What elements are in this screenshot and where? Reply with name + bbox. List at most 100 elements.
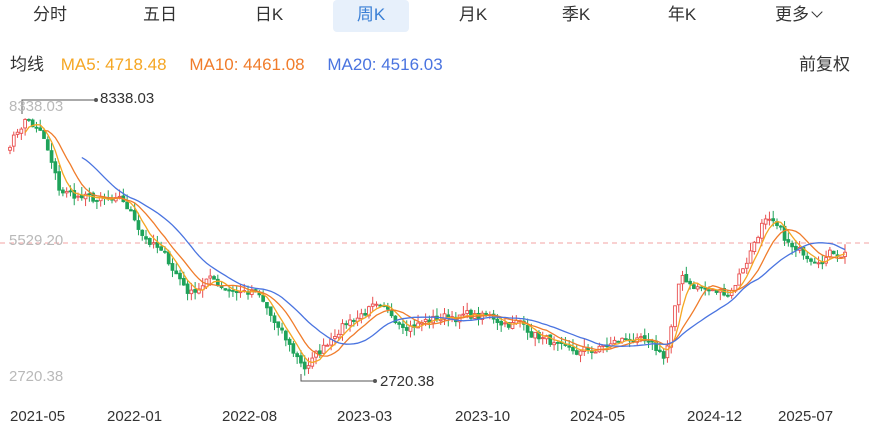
- candle-body: [333, 336, 337, 340]
- candle-body: [197, 288, 201, 294]
- tab-monthly-k[interactable]: 月K: [458, 5, 488, 24]
- tab-weekly-k[interactable]: 周K: [333, 0, 409, 32]
- candle-body: [744, 262, 749, 269]
- tab-daily-k[interactable]: 日K: [254, 5, 284, 24]
- candle-body: [529, 331, 534, 338]
- candle-body: [401, 323, 405, 328]
- candle-body: [147, 238, 152, 245]
- candle-body: [11, 134, 16, 147]
- candle-body: [673, 305, 677, 328]
- candle-body: [76, 195, 80, 198]
- candle-body: [363, 312, 368, 316]
- candle-body: [19, 128, 24, 134]
- max-annotation-line: [21, 99, 96, 114]
- candle-body: [132, 210, 137, 221]
- candle-body: [299, 355, 303, 364]
- candle-body: [639, 336, 643, 339]
- candle-body: [68, 190, 73, 193]
- candle-body: [227, 289, 231, 292]
- ma20-value: MA20: 4516.03: [327, 55, 443, 74]
- candle-body: [741, 268, 745, 274]
- candle-body: [831, 250, 836, 255]
- tab-yearly-k[interactable]: 年K: [667, 5, 697, 24]
- candle-body: [389, 309, 394, 317]
- tab-five-day[interactable]: 五日: [143, 5, 177, 24]
- candle-body: [676, 283, 681, 306]
- candle-body: [760, 222, 764, 239]
- candle-body: [752, 241, 757, 252]
- candle-body: [703, 287, 708, 290]
- candle-body: [812, 261, 817, 264]
- candle-body: [571, 346, 575, 352]
- candle-body: [612, 339, 617, 344]
- candle-body: [144, 236, 148, 240]
- candle-body: [540, 337, 545, 340]
- candle-body: [790, 242, 794, 248]
- candle-body: [726, 294, 730, 297]
- candle-body: [234, 290, 239, 294]
- candle-body: [805, 255, 810, 260]
- candle-body: [624, 338, 628, 341]
- candle-body: [136, 220, 141, 230]
- candle-body: [778, 225, 783, 228]
- candle-body: [53, 161, 58, 174]
- candle-body: [261, 295, 265, 302]
- candle-body: [340, 323, 345, 336]
- candle-body: [181, 277, 186, 286]
- candle-body: [548, 334, 553, 345]
- candle-body: [737, 273, 742, 286]
- tab-intraday[interactable]: 分时: [33, 5, 67, 24]
- ma5-value: MA5: 4718.48: [60, 55, 167, 74]
- candle-body: [38, 127, 43, 131]
- candle-body: [27, 118, 31, 121]
- candle-body: [30, 119, 35, 128]
- candle-body: [287, 338, 292, 345]
- candle-body: [45, 139, 50, 151]
- candle-body: [688, 280, 692, 285]
- candle-body: [64, 190, 69, 194]
- x-axis-label: 2022-08: [222, 408, 278, 425]
- candle-body: [185, 283, 190, 294]
- adjust-mode-button[interactable]: 前复权: [799, 55, 850, 74]
- candle-body: [680, 274, 685, 285]
- candle-body: [125, 201, 129, 210]
- candle-body: [510, 322, 515, 329]
- candle-body: [317, 350, 322, 355]
- candle-body: [809, 258, 813, 262]
- candle-body: [794, 245, 798, 251]
- candle-body: [661, 351, 666, 359]
- x-axis-label: 2024-12: [687, 408, 743, 425]
- candle-body: [393, 315, 398, 323]
- candle-body: [642, 335, 647, 342]
- candle-body: [763, 218, 768, 225]
- candle-body: [8, 146, 12, 151]
- candle-body: [465, 310, 470, 314]
- tab-quarterly-k[interactable]: 季K: [561, 5, 591, 24]
- candle-body: [695, 286, 700, 290]
- candle-body: [374, 303, 379, 306]
- candle-body: [378, 304, 383, 307]
- candle-body: [658, 349, 662, 352]
- x-axis-label: 2023-03: [337, 408, 393, 425]
- candle-body: [748, 250, 753, 264]
- candle-body: [283, 330, 288, 341]
- max-price-annotation: 8338.03: [100, 90, 155, 107]
- min-annotation-line: [300, 374, 375, 382]
- tab-more[interactable]: 更多: [762, 0, 834, 32]
- min-price-annotation: 2720.38: [380, 373, 435, 390]
- candle-body: [23, 118, 27, 129]
- candle-body: [163, 250, 167, 253]
- candle-body: [159, 246, 163, 251]
- candle-body: [83, 193, 88, 200]
- candle-body: [397, 322, 402, 325]
- candle-body: [710, 289, 715, 292]
- candle-body: [212, 276, 216, 280]
- candle-body: [692, 284, 696, 289]
- ma-legend: 均线 MA5: 4718.48 MA10: 4461.08 MA20: 4516…: [10, 50, 461, 75]
- candle-body: [533, 331, 538, 339]
- candle-body: [280, 327, 284, 331]
- candle-body: [699, 286, 704, 289]
- candle-body: [231, 289, 235, 292]
- candle-body: [61, 189, 65, 194]
- candle-body: [665, 345, 670, 359]
